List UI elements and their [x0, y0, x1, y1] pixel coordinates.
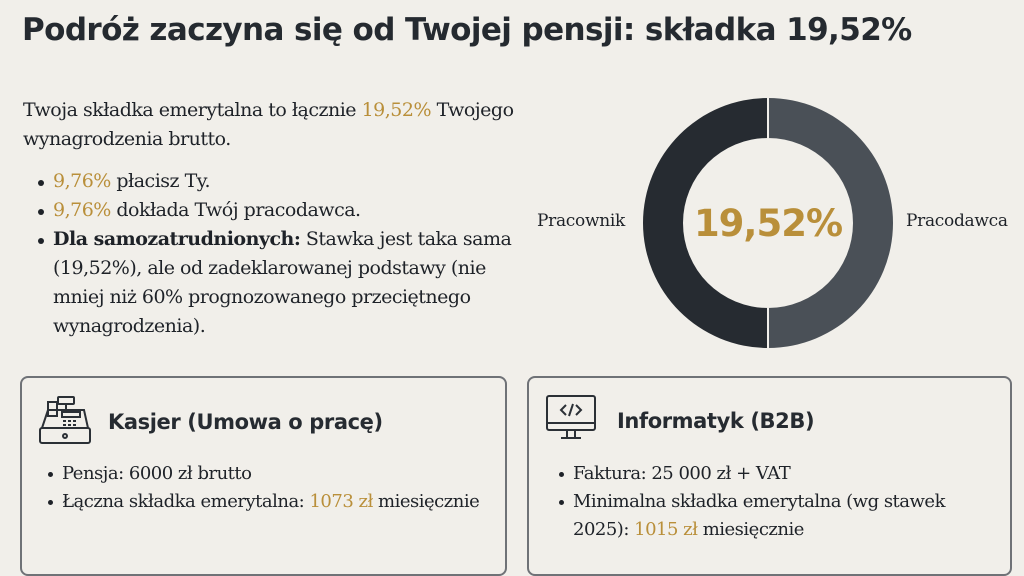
bullet-employee: 9,76% płacisz Ty.	[36, 167, 536, 196]
employer-rate: 9,76%	[53, 199, 111, 221]
card-title: Kasjer (Umowa o pracę)	[108, 410, 383, 434]
intro-highlight: 19,52%	[361, 99, 432, 121]
contribution-donut-chart: 19,52%	[643, 98, 893, 348]
item-text: Minimalna składka emerytalna (wg stawek …	[573, 491, 946, 540]
contribution-item: Łączna składka emerytalna: 1073 zł miesi…	[48, 488, 488, 516]
contribution-amount: 1015 zł	[634, 519, 698, 540]
card-header: Informatyk (B2B)	[545, 394, 815, 448]
salary-item: Pensja: 6000 zł brutto	[48, 460, 488, 488]
card-it-specialist: Informatyk (B2B) Faktura: 25 000 zł + VA…	[527, 376, 1012, 576]
intro-paragraph: Twoja składka emerytalna to łącznie 19,5…	[23, 96, 543, 154]
invoice-item: Faktura: 25 000 zł + VAT	[559, 460, 999, 488]
intro-text-end: Twojego wynagrodzenia brutto.	[23, 99, 514, 150]
item-text: Łączna składka emerytalna:	[62, 491, 310, 512]
donut-segment-employee	[643, 98, 768, 348]
bullet-text: dokłada Twój pracodawca.	[110, 199, 361, 221]
card-details: Pensja: 6000 zł brutto Łączna składka em…	[48, 460, 488, 516]
card-header: Kasjer (Umowa o pracę)	[38, 394, 383, 450]
bullet-text: płacisz Ty.	[110, 170, 210, 192]
donut-segment-employer	[768, 98, 893, 348]
card-cashier: Kasjer (Umowa o pracę) Pensja: 6000 zł b…	[20, 376, 507, 576]
card-title: Informatyk (B2B)	[617, 409, 815, 433]
item-text: miesięcznie	[372, 491, 480, 512]
bullet-employer: 9,76% dokłada Twój pracodawca.	[36, 196, 536, 225]
donut-center-value: 19,52%	[693, 201, 843, 245]
donut-label-employer: Pracodawca	[906, 211, 1008, 231]
item-text: miesięcznie	[697, 519, 805, 540]
contribution-amount: 1073 zł	[309, 491, 373, 512]
bullet-self-employed: Dla samozatrudnionych: Stawka jest taka …	[36, 225, 536, 341]
contribution-item: Minimalna składka emerytalna (wg stawek …	[559, 488, 999, 544]
self-employed-label: Dla samozatrudnionych:	[53, 228, 301, 250]
page-title: Podróż zaczyna się od Twojej pensji: skł…	[22, 12, 912, 48]
contribution-bullets: 9,76% płacisz Ty. 9,76% dokłada Twój pra…	[36, 167, 536, 341]
computer-code-icon	[545, 394, 597, 448]
intro-text: Twoja składka emerytalna to łącznie	[23, 99, 362, 121]
donut-svg	[643, 98, 893, 348]
bullet-text: Stawka jest taka sama (19,52%), ale od z…	[53, 228, 512, 337]
donut-label-employee: Pracownik	[537, 211, 625, 231]
employee-rate: 9,76%	[53, 170, 111, 192]
cash-register-icon	[38, 394, 92, 450]
card-details: Faktura: 25 000 zł + VAT Minimalna skład…	[559, 460, 999, 544]
